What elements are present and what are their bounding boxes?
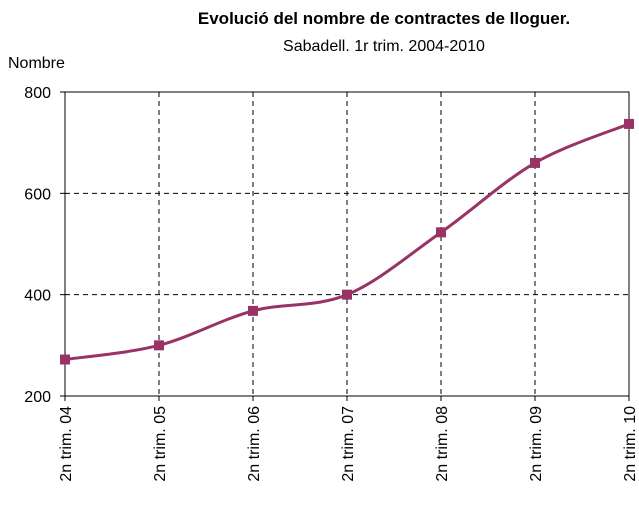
y-axis-label: Nombre — [8, 55, 65, 72]
x-tick-label: 2n trim. 05 — [152, 406, 169, 482]
marker — [436, 227, 446, 238]
chart-subtitle: Sabadell. 1r trim. 2004-2010 — [283, 38, 485, 55]
x-tick-label: 2n trim. 09 — [528, 406, 545, 482]
marker — [530, 157, 540, 168]
marker — [248, 305, 258, 316]
chart-title: Evolució del nombre de contractes de llo… — [198, 9, 570, 28]
plot-border — [64, 91, 630, 397]
y-tick-label: 800 — [24, 85, 51, 102]
marker — [342, 289, 352, 300]
x-tick-label: 2n trim. 07 — [340, 406, 357, 482]
marker — [154, 340, 164, 351]
y-tick-label: 200 — [24, 389, 51, 406]
marker — [60, 354, 70, 365]
x-tick-label: 2n trim. 06 — [246, 406, 263, 482]
y-tick-label: 400 — [24, 288, 51, 305]
marker — [624, 118, 634, 129]
x-tick-label: 2n trim. 04 — [58, 406, 75, 482]
y-tick-label: 600 — [24, 186, 51, 203]
x-tick-label: 2n trim. 10 — [622, 406, 639, 482]
x-tick-label: 2n trim. 08 — [434, 406, 451, 482]
